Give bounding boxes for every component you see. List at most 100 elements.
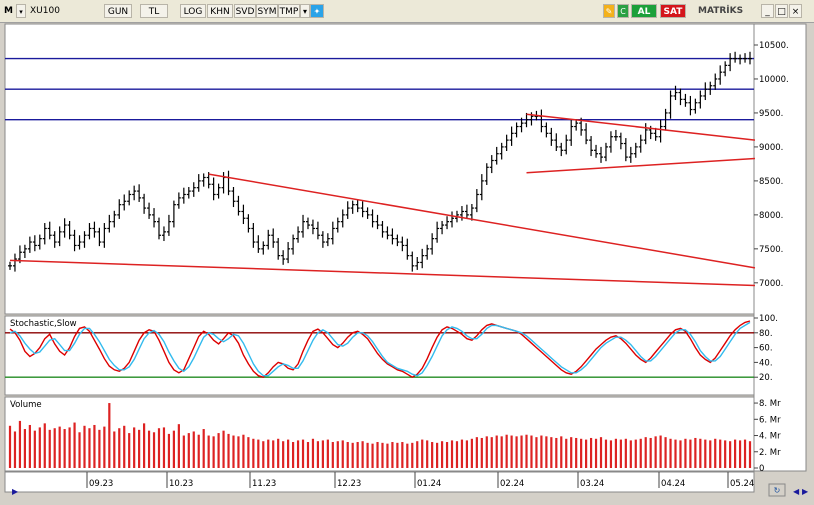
volume-bar <box>133 427 136 468</box>
log-button[interactable]: LOG <box>180 4 206 18</box>
ohlc-bar <box>301 214 306 238</box>
volume-bar <box>734 439 737 468</box>
volume-bar <box>450 440 454 468</box>
ohlc-bar <box>32 235 37 252</box>
ohlc-bar <box>688 95 693 116</box>
svd-button[interactable]: SVD <box>234 4 256 18</box>
volume-bar <box>480 437 483 468</box>
volume-bar <box>306 442 310 468</box>
volume-bar <box>351 442 354 468</box>
trendline <box>526 157 756 174</box>
y-axis-panel <box>753 23 807 472</box>
sync-icon[interactable] <box>768 483 786 497</box>
volume-bar <box>53 428 56 468</box>
ohlc-bar <box>708 81 713 95</box>
volume-bar <box>291 442 295 468</box>
menu-m[interactable]: M <box>4 6 13 16</box>
ohlc-bar <box>380 220 385 238</box>
ohlc-bar <box>340 209 345 228</box>
volume-bar <box>252 438 255 468</box>
minimize-icon[interactable]: _ <box>761 4 774 18</box>
volume-bar <box>440 441 444 468</box>
ohlc-bar <box>718 65 723 85</box>
volume-bar <box>639 438 642 468</box>
volume-bar <box>152 432 156 468</box>
ohlc-bar <box>176 192 181 209</box>
sell-button[interactable]: SAT <box>660 4 686 18</box>
volume-bar <box>510 435 513 468</box>
volume-bar <box>629 440 632 468</box>
ohlc-bar <box>594 144 599 158</box>
ohlc-bar <box>678 88 683 106</box>
ohlc-bar <box>564 134 569 155</box>
buy-button[interactable]: AL <box>631 4 657 18</box>
ohlc-bar <box>246 214 251 233</box>
ohlc-bar <box>738 54 743 65</box>
volume-bar <box>485 436 488 468</box>
refresh-icon[interactable]: C <box>617 4 629 18</box>
ohlc-bar <box>435 221 440 243</box>
ohlc-bar <box>325 233 330 247</box>
volume-bar <box>724 440 727 468</box>
stoch-k-line <box>9 320 751 379</box>
volume-bar <box>267 439 270 468</box>
volume-bar <box>187 433 190 468</box>
khn-button[interactable]: KHN <box>207 4 233 18</box>
volume-bar <box>128 433 131 468</box>
volume-bar <box>88 428 91 468</box>
volume-bar <box>738 440 742 468</box>
edit-icon[interactable]: ✎ <box>603 4 615 18</box>
twitter-icon[interactable]: ✦ <box>310 4 324 18</box>
ohlc-bar <box>484 163 489 185</box>
ohlc-bar <box>82 231 87 248</box>
volume-bar <box>262 441 265 468</box>
volume-bar <box>282 441 285 468</box>
ohlc-bar <box>122 194 127 211</box>
ohlc-bar <box>445 216 450 230</box>
volume-bar <box>560 436 563 468</box>
ohlc-bar <box>112 210 117 228</box>
ohlc-bar <box>181 187 186 204</box>
volume-bar <box>436 442 439 468</box>
ohlc-bar <box>544 122 549 138</box>
ohlc-bar <box>166 214 171 236</box>
maximize-icon[interactable]: □ <box>775 4 788 18</box>
volume-bar <box>614 438 618 468</box>
volume-bar <box>341 440 344 468</box>
volume-bar <box>321 440 324 468</box>
stoch-y-tick-label: 60. <box>759 344 773 354</box>
scroll-home-icon[interactable]: ▶ <box>12 487 19 496</box>
volume-bar <box>277 438 280 468</box>
volume-y-tick-label: 2. Mr <box>759 448 781 458</box>
ohlc-bar <box>47 221 52 240</box>
ohlc-bar <box>603 142 608 162</box>
gun-button[interactable]: GUN <box>104 4 132 18</box>
ohlc-bar <box>400 236 405 252</box>
close-icon[interactable]: × <box>789 4 802 18</box>
sym-button[interactable]: SYM <box>256 4 278 18</box>
ohlc-bar <box>296 226 301 243</box>
price-y-tick-label: 7500. <box>759 245 783 255</box>
ohlc-bar <box>62 218 67 238</box>
ohlc-bar <box>87 223 92 240</box>
symbol-label[interactable]: XU100 <box>30 6 60 16</box>
ohlc-bar <box>638 134 643 153</box>
dropdown-icon[interactable]: ▾ <box>300 4 310 18</box>
scroll-left-icon[interactable]: ◀ <box>793 487 800 496</box>
scroll-right-icon[interactable]: ▶ <box>802 487 809 496</box>
volume-bar <box>142 423 146 468</box>
volume-bar <box>336 441 339 468</box>
ohlc-bar <box>549 127 554 146</box>
volume-bar <box>212 436 215 468</box>
volume-bar <box>411 442 414 468</box>
tmp-button[interactable]: TMP <box>278 4 300 18</box>
ohlc-bar <box>305 217 310 230</box>
stochastic-title: Stochastic,Slow <box>10 319 77 329</box>
dropdown-icon[interactable]: ▾ <box>16 4 26 18</box>
ohlc-bar <box>643 123 648 145</box>
ohlc-bar <box>132 185 137 201</box>
tl-button[interactable]: TL <box>140 4 168 18</box>
ohlc-bar <box>251 223 256 248</box>
ohlc-bar <box>281 250 286 265</box>
